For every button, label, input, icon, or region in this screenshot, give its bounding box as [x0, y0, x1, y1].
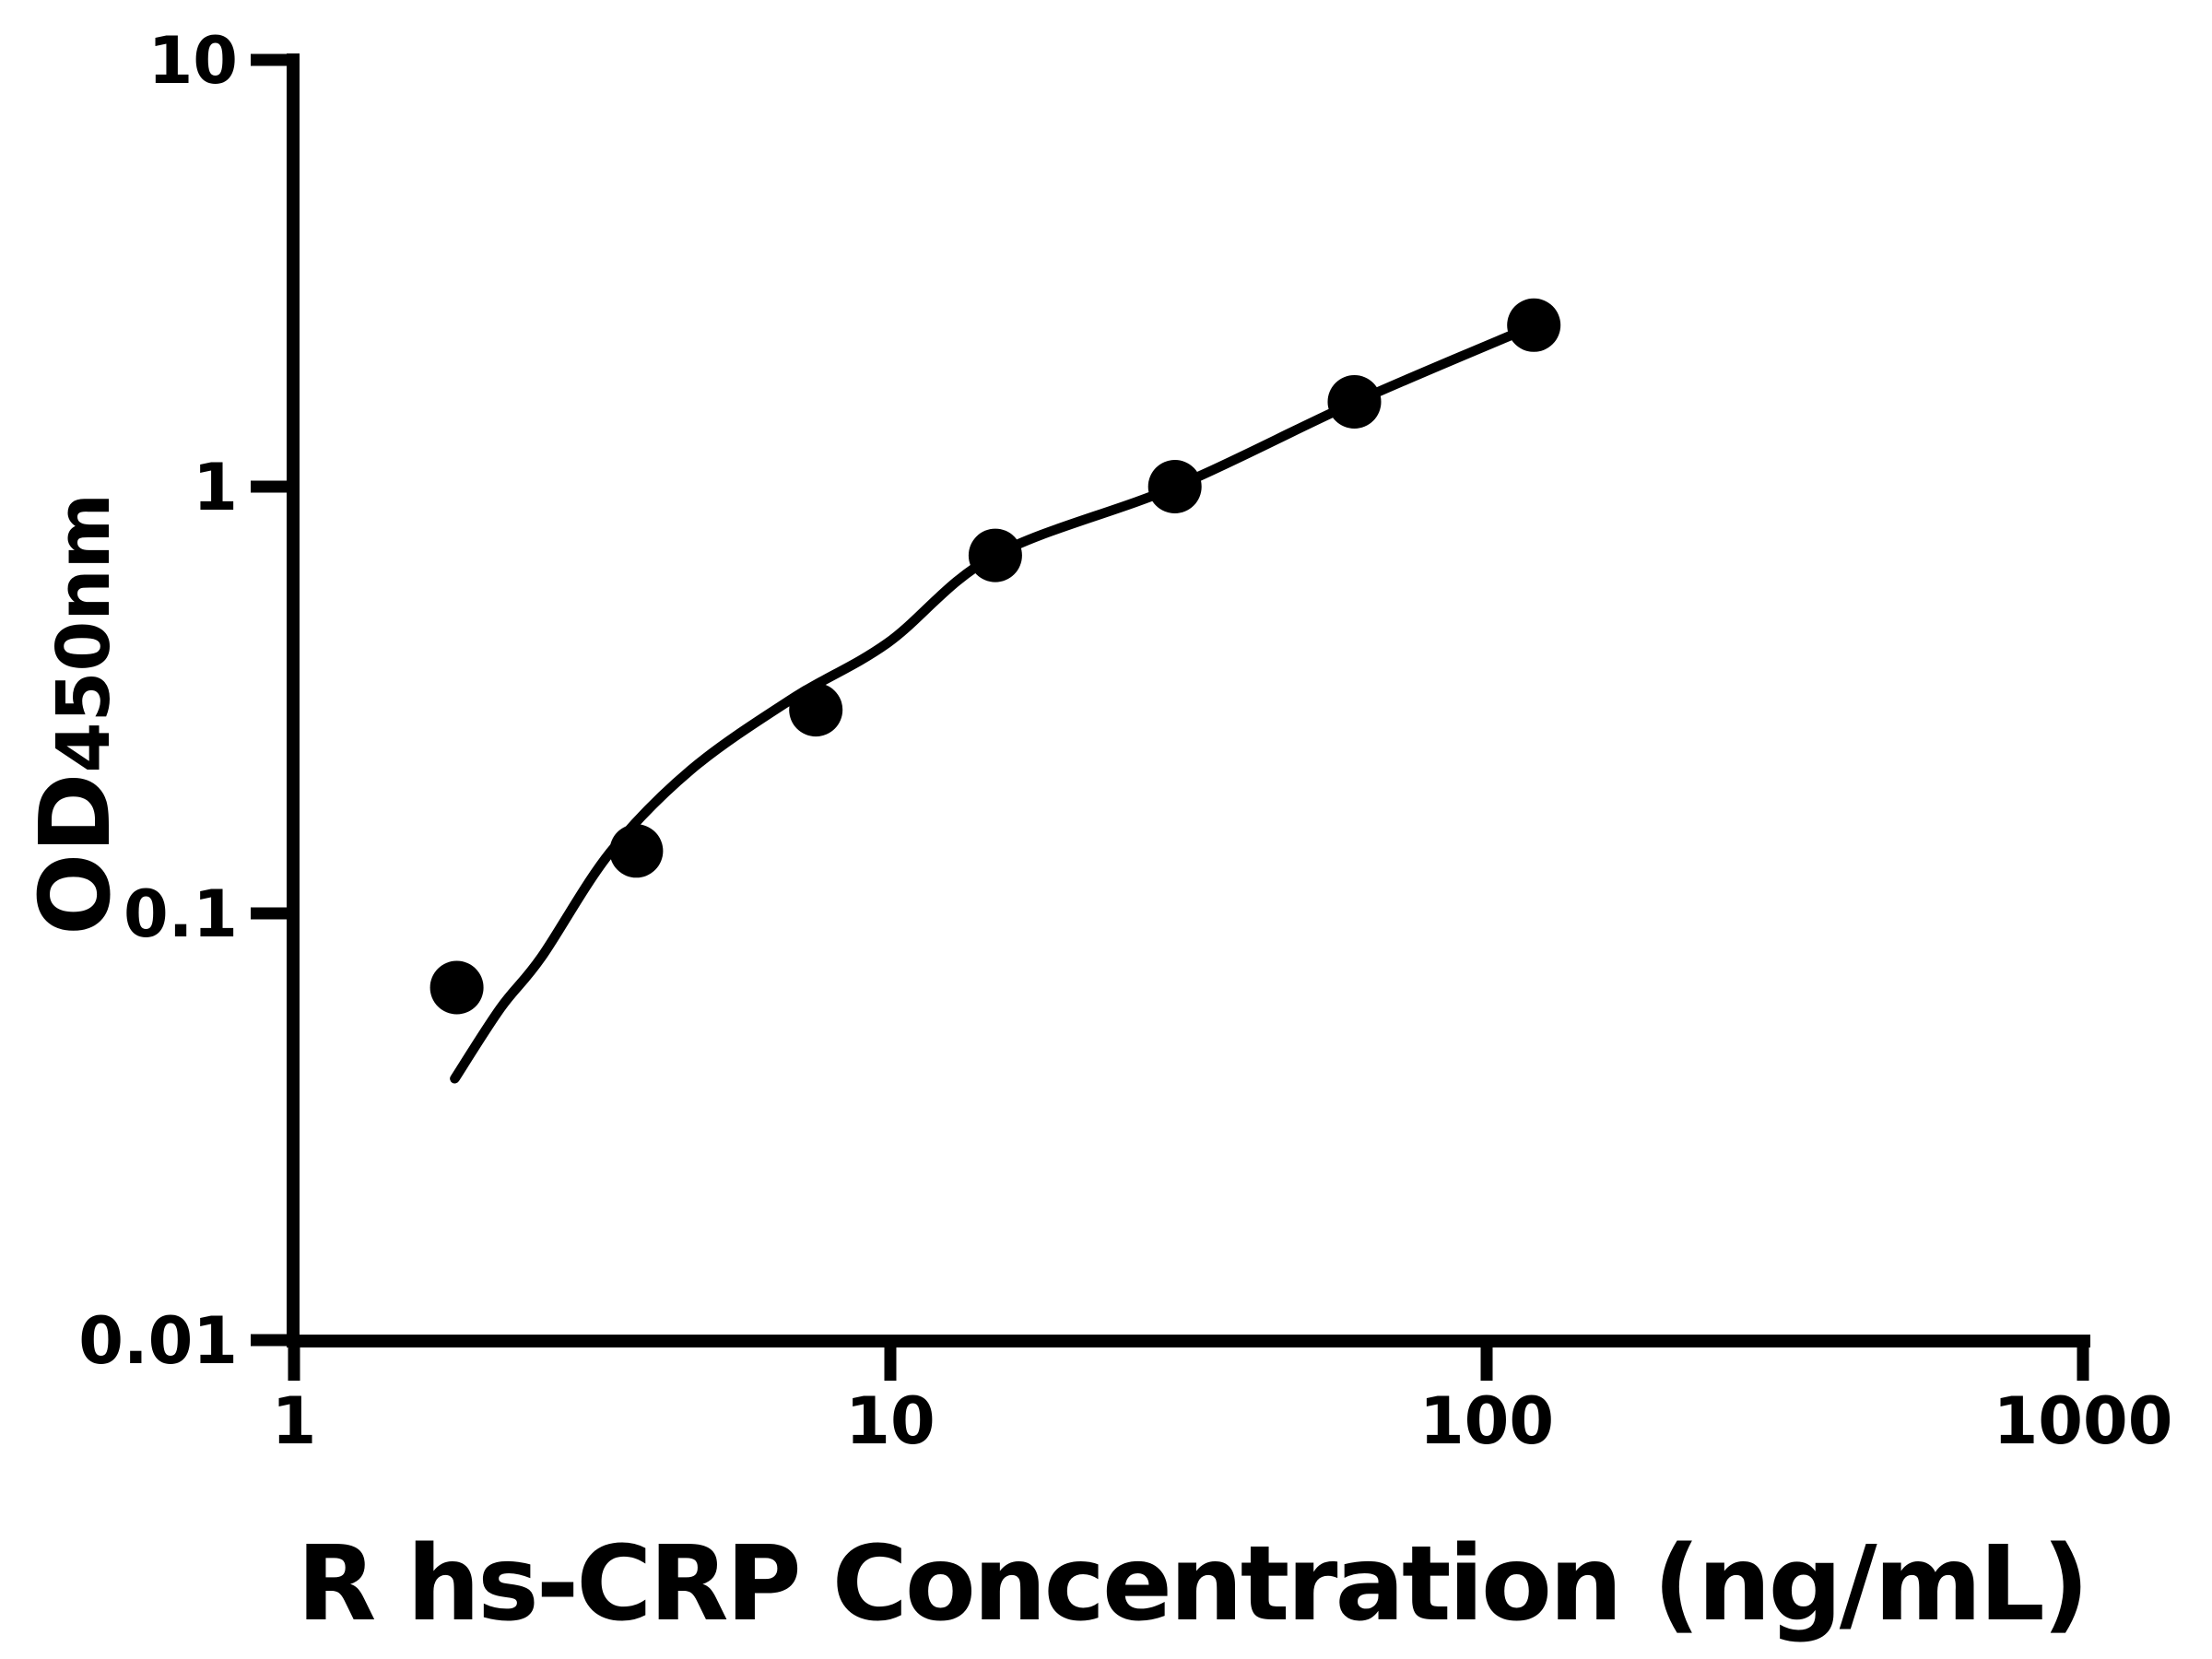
fit-curve [450, 320, 1540, 1084]
data-point-marker [968, 528, 1022, 582]
y-axis-title-main-text: OD [19, 773, 132, 935]
x-tick-label: 10 [845, 1383, 935, 1459]
y-axis-tick-labels: 10 1 0.1 0.01 [78, 23, 238, 1379]
x-axis-ticks [288, 1341, 2089, 1381]
x-axis-title: R hs-CRP Concentration (ng/mL) [297, 1524, 2087, 1644]
x-tick-label: 100 [1419, 1383, 1554, 1459]
fit-curve-line [450, 320, 1540, 1084]
x-tick-label: 1000 [1994, 1383, 2173, 1459]
y-tick-label: 0.01 [78, 1303, 238, 1379]
data-points [429, 298, 1561, 1015]
data-point-marker [789, 683, 843, 737]
data-point-marker [609, 824, 664, 878]
x-tick-label: 1 [272, 1383, 317, 1459]
data-point-marker [1327, 375, 1382, 429]
y-axis-title: OD450nm [19, 493, 132, 935]
y-tick-label: 1 [193, 450, 238, 525]
data-point-marker [1507, 298, 1561, 352]
axes [287, 53, 2090, 1347]
y-axis-ticks [251, 53, 293, 1347]
y-tick-label: 0.1 [124, 877, 238, 952]
y-axis-title-subscript-text: 450nm [41, 493, 126, 772]
y-tick-label: 10 [148, 23, 238, 99]
data-point-marker [429, 960, 484, 1015]
x-axis-tick-labels: 1 10 100 1000 [272, 1383, 2173, 1459]
data-point-marker [1147, 460, 1202, 513]
